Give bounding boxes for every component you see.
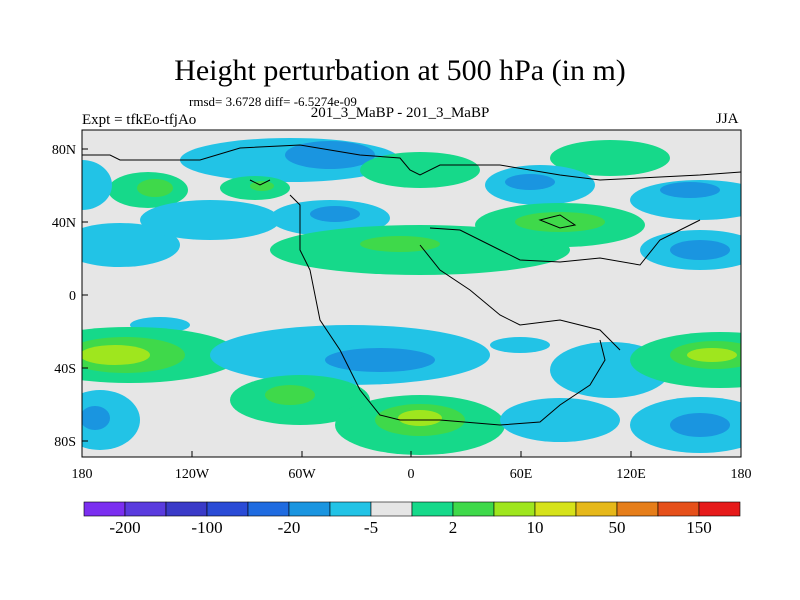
contour-negative bbox=[670, 413, 730, 437]
lon-tick-label: 120E bbox=[616, 467, 646, 482]
lat-axis: 80N 40N 0 40S 80S bbox=[52, 143, 88, 450]
lon-tick-label: 60W bbox=[288, 467, 316, 482]
colorbar-swatch bbox=[411, 501, 454, 517]
lon-tick-label: 60E bbox=[510, 467, 533, 482]
colorbar-labels: -200 -100 -20 -5 2 10 50 150 bbox=[109, 518, 711, 537]
colorbar-swatch bbox=[370, 501, 413, 517]
colorbar-swatch bbox=[657, 501, 700, 517]
colorbar-swatch bbox=[83, 501, 126, 517]
lon-tick-label: 180 bbox=[731, 467, 752, 482]
contour-negative bbox=[140, 200, 280, 240]
colorbar-label: 50 bbox=[609, 518, 626, 537]
lon-tick-label: 0 bbox=[408, 467, 415, 482]
coastline-island bbox=[249, 179, 271, 186]
colorbar-label: 10 bbox=[527, 518, 544, 537]
colorbar-label: -200 bbox=[109, 518, 140, 537]
contour-positive bbox=[515, 212, 605, 232]
lat-tick-label: 0 bbox=[69, 289, 76, 304]
experiment-label: Expt = tfkEo-tfjAo bbox=[82, 112, 197, 128]
contour-negative bbox=[82, 406, 110, 430]
colorbar-label: 150 bbox=[686, 518, 712, 537]
contour-negative bbox=[660, 182, 720, 198]
colorbar-swatch bbox=[493, 501, 536, 517]
lon-axis: 180 120W 60W 0 60E 120E 180 bbox=[72, 451, 752, 482]
colorbar-swatch bbox=[124, 501, 167, 517]
plot-title: Height perturbation at 500 hPa (in m) bbox=[174, 54, 626, 87]
contour-negative bbox=[82, 160, 112, 210]
coastline-africa-asia bbox=[419, 244, 621, 351]
contour-positive bbox=[137, 179, 173, 197]
coastlines bbox=[82, 144, 741, 426]
case-label: 201_3_MaBP - 201_3_MaBP bbox=[310, 105, 490, 121]
contour-positive bbox=[687, 348, 737, 362]
contour-negative bbox=[82, 390, 140, 450]
contour-positive bbox=[82, 345, 150, 365]
contour-positive bbox=[398, 410, 442, 426]
lon-tick-label: 180 bbox=[72, 467, 93, 482]
colorbar-swatch bbox=[247, 501, 290, 517]
colorbar-swatch bbox=[452, 501, 495, 517]
colorbar-label: -100 bbox=[191, 518, 222, 537]
contour-negative bbox=[670, 240, 730, 260]
contour-positive bbox=[250, 181, 274, 191]
contour-negative bbox=[500, 398, 620, 442]
contour-negative bbox=[310, 206, 360, 222]
colorbar-swatch bbox=[534, 501, 577, 517]
coastline-eurasia bbox=[429, 219, 701, 266]
colorbar-swatch bbox=[575, 501, 618, 517]
colorbar-swatch bbox=[698, 501, 741, 517]
contour-positive bbox=[550, 140, 670, 176]
coastline-north bbox=[82, 144, 741, 181]
colorbar-swatch bbox=[288, 501, 331, 517]
colorbar-label: -20 bbox=[278, 518, 301, 537]
colorbar-swatch bbox=[329, 501, 372, 517]
season-label: JJA bbox=[716, 111, 739, 127]
colorbar-swatch bbox=[206, 501, 249, 517]
lat-tick-label: 40S bbox=[54, 362, 76, 377]
lat-tick-label: 80N bbox=[52, 143, 76, 158]
colorbar-label: 2 bbox=[449, 518, 458, 537]
colorbar-swatch bbox=[165, 501, 208, 517]
contour-negative bbox=[82, 223, 180, 267]
coastline-americas bbox=[289, 194, 606, 426]
coastline-inland-sea bbox=[538, 214, 577, 229]
contour-positive bbox=[360, 152, 480, 188]
lat-tick-label: 40N bbox=[52, 216, 76, 231]
lon-tick-label: 120W bbox=[175, 467, 210, 482]
contour-negative bbox=[285, 141, 375, 169]
colorbar-swatch bbox=[616, 501, 659, 517]
colorbar bbox=[83, 501, 741, 517]
colorbar-label: -5 bbox=[364, 518, 378, 537]
lat-tick-label: 80S bbox=[54, 435, 76, 450]
contour-negative bbox=[325, 348, 435, 372]
contour-negative bbox=[505, 174, 555, 190]
contour-positive bbox=[265, 385, 315, 405]
contour-negative bbox=[490, 337, 550, 353]
contour-positive bbox=[360, 236, 440, 252]
stats-label: rmsd= 3.6728 diff= -6.5274e-09 bbox=[189, 94, 357, 109]
